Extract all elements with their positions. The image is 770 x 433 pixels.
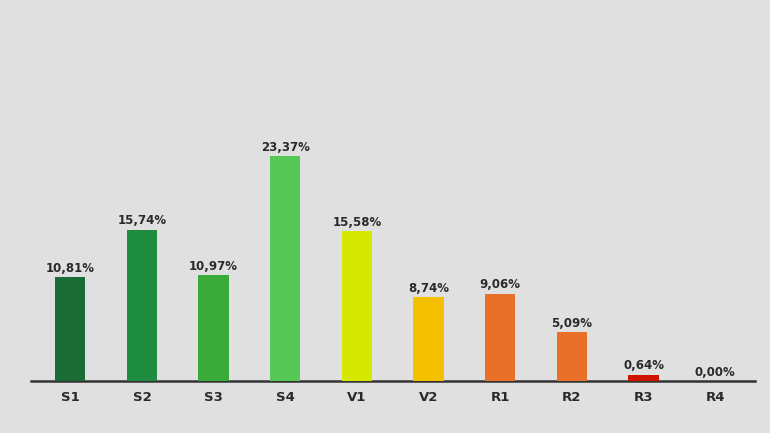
Bar [55, 277, 85, 381]
Bar [557, 332, 587, 381]
Text: 15,74%: 15,74% [117, 214, 166, 227]
Bar [342, 231, 372, 381]
Text: 10,97%: 10,97% [189, 260, 238, 273]
Bar [127, 229, 157, 381]
Text: 9,06%: 9,06% [480, 278, 521, 291]
Bar [485, 294, 515, 381]
Text: 23,37%: 23,37% [261, 141, 310, 154]
Bar [413, 297, 444, 381]
Text: 0,64%: 0,64% [623, 359, 664, 372]
Text: 15,58%: 15,58% [332, 216, 381, 229]
Bar [199, 275, 229, 381]
Text: 8,74%: 8,74% [408, 281, 449, 294]
Text: 10,81%: 10,81% [45, 262, 95, 275]
Text: 0,00%: 0,00% [695, 365, 735, 378]
Bar [628, 375, 658, 381]
Bar [270, 156, 300, 381]
Text: 5,09%: 5,09% [551, 317, 592, 330]
